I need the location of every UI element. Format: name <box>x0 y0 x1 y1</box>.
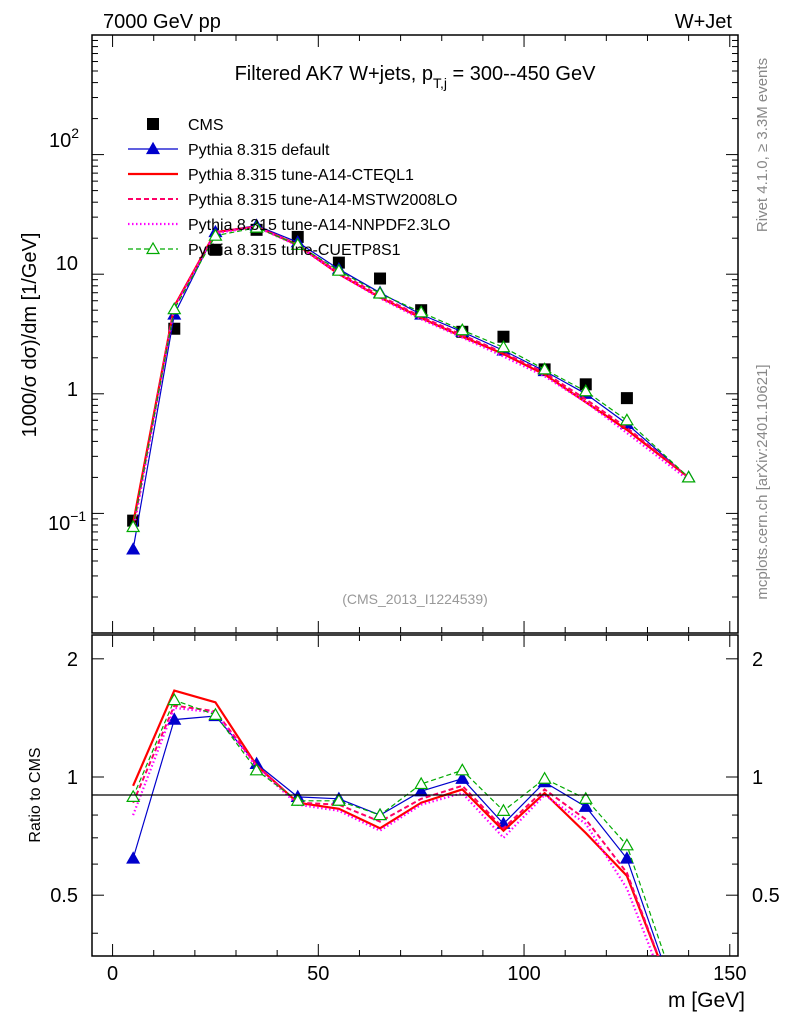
ratio-line-cteql1 <box>132 689 660 956</box>
main-point-cuetp8s1 <box>167 301 182 315</box>
ratio-point-cuetp8s1 <box>126 789 141 802</box>
ratio-point-cuetp8s1 <box>249 763 264 776</box>
ratio-point-cuetp8s1 <box>578 791 593 804</box>
legend-label-mstw: Pythia 8.315 tune-A14-MSTW2008LO <box>188 192 457 209</box>
legend-label-nnpdf: Pythia 8.315 tune-A14-NNPDF2.3LO <box>188 217 450 234</box>
mcplots-label: mcplots.cern.ch [arXiv:2401.10621] <box>754 364 771 599</box>
ratio-line-cuetp8s1 <box>132 699 666 956</box>
legend-item-cuetp8s1: Pythia 8.315 tune-CUETP8S1 <box>128 241 401 259</box>
axis-ticks <box>92 35 738 956</box>
ratio-y-tick-label: 1 <box>67 767 78 789</box>
ratio-point-cuetp8s1 <box>455 763 470 776</box>
ratio-point-cuetp8s1 <box>331 793 346 806</box>
x-tick-label: 0 <box>107 963 118 985</box>
ratio-point-cuetp8s1 <box>208 707 223 720</box>
ratio-y-tick-label-right: 0.5 <box>752 885 780 907</box>
legend-item-cms: CMS <box>147 117 224 134</box>
main-point-cuetp8s1 <box>372 286 388 299</box>
legend-item-mstw: Pythia 8.315 tune-A14-MSTW2008LO <box>128 192 457 209</box>
x-tick-labels: 0 50 100 150 <box>107 963 746 985</box>
ratio-point-default <box>126 851 141 864</box>
legend-item-default: Pythia 8.315 default <box>128 141 330 159</box>
rivet-version-label: Rivet 4.1.0, ≥ 3.3M events <box>754 58 771 232</box>
ratio-point-default <box>619 851 634 864</box>
ratio-point-cuetp8s1 <box>662 960 674 971</box>
main-y-axis-label: 1000/σ dσ)/dm [1/GeV] <box>19 233 41 438</box>
main-y-tick-labels: 10−1 1 10 102 <box>48 125 86 535</box>
ratio-point-cuetp8s1 <box>290 793 305 806</box>
legend-marker-cms <box>147 118 159 130</box>
ratio-point-cuetp8s1 <box>537 771 552 784</box>
main-line-nnpdf <box>132 225 690 533</box>
x-tick-label: 100 <box>507 963 540 985</box>
ratio-point-default <box>455 771 470 784</box>
main-point-cms <box>497 330 510 343</box>
main-point-cuetp8s1 <box>249 220 264 233</box>
main-line-mstw <box>132 225 690 529</box>
ratio-point-cuetp8s1 <box>496 803 511 816</box>
ratio-y-tick-label: 2 <box>67 649 78 671</box>
main-line-cuetp8s1 <box>132 227 690 528</box>
ratio-y-tick-label-right: 2 <box>752 649 763 671</box>
ratio-point-cuetp8s1 <box>619 838 634 851</box>
ratio-point-cuetp8s1 <box>167 692 182 706</box>
legend-item-cteql1: Pythia 8.315 tune-A14-CTEQL1 <box>128 167 414 184</box>
legend: CMS Pythia 8.315 default Pythia 8.315 tune… <box>128 117 457 259</box>
plot-title: Filtered AK7 W+jets, pT,j = 300--450 GeV <box>235 63 597 91</box>
main-point-cuetp8s1 <box>126 519 141 533</box>
y-tick-label-1: 1 <box>67 379 78 401</box>
ratio-y-tick-label-right: 1 <box>752 767 763 789</box>
y-tick-label-100: 102 <box>49 125 79 152</box>
ratio-line-default <box>132 715 662 956</box>
ratio-point-default <box>578 799 593 812</box>
main-point-cuetp8s1 <box>414 305 429 318</box>
main-point-default <box>126 542 141 555</box>
ratio-point-cuetp8s1 <box>372 807 388 821</box>
ratio-point-default <box>662 971 674 982</box>
ratio-point-default <box>414 784 429 797</box>
main-point-cuetp8s1 <box>619 413 634 426</box>
ratio-series-layer <box>126 689 674 982</box>
legend-label-default: Pythia 8.315 default <box>188 142 330 159</box>
x-tick-label: 50 <box>307 963 329 985</box>
main-point-cms <box>209 243 222 256</box>
analysis-watermark: (CMS_2013_I1224539) <box>342 591 488 607</box>
main-point-cuetp8s1 <box>496 340 511 353</box>
main-point-cms <box>374 272 387 285</box>
x-axis-label: m [GeV] <box>668 989 745 1012</box>
main-panel-frame <box>91 34 739 634</box>
ratio-point-default <box>167 712 182 725</box>
main-point-cuetp8s1 <box>208 228 223 241</box>
main-point-cms <box>620 392 633 405</box>
legend-label-cteql1: Pythia 8.315 tune-A14-CTEQL1 <box>188 167 414 184</box>
main-series-layer <box>126 218 696 555</box>
y-tick-label-10: 10 <box>56 253 78 275</box>
legend-item-nnpdf: Pythia 8.315 tune-A14-NNPDF2.3LO <box>128 217 450 234</box>
header-process-label: W+Jet <box>675 11 733 33</box>
header-energy-label: 7000 GeV pp <box>103 11 221 33</box>
legend-label-cuetp8s1: Pythia 8.315 tune-CUETP8S1 <box>188 242 401 259</box>
ratio-line-mstw <box>132 704 660 956</box>
main-point-cuetp8s1 <box>681 470 696 483</box>
legend-marker-default <box>145 141 161 155</box>
y-tick-label-0.1: 10−1 <box>48 508 86 535</box>
ratio-y-tick-label: 0.5 <box>50 885 78 907</box>
ratio-y-axis-label: Ratio to CMS <box>27 747 44 842</box>
ratio-point-cuetp8s1 <box>414 776 429 790</box>
legend-marker-cuetp8s1 <box>145 241 161 255</box>
ratio-y-tick-labels: 0.5 0.5 1 1 2 2 <box>50 649 780 907</box>
main-point-cuetp8s1 <box>455 323 470 336</box>
main-point-cuetp8s1 <box>537 362 552 375</box>
main-point-cuetp8s1 <box>578 384 593 397</box>
ratio-line-nnpdf <box>132 706 655 956</box>
x-tick-label: 150 <box>713 963 746 985</box>
main-point-cuetp8s1 <box>290 237 305 250</box>
main-line-default <box>132 224 689 550</box>
main-line-cteql1 <box>132 225 690 524</box>
main-point-cuetp8s1 <box>331 263 346 276</box>
legend-label-cms: CMS <box>188 117 224 134</box>
